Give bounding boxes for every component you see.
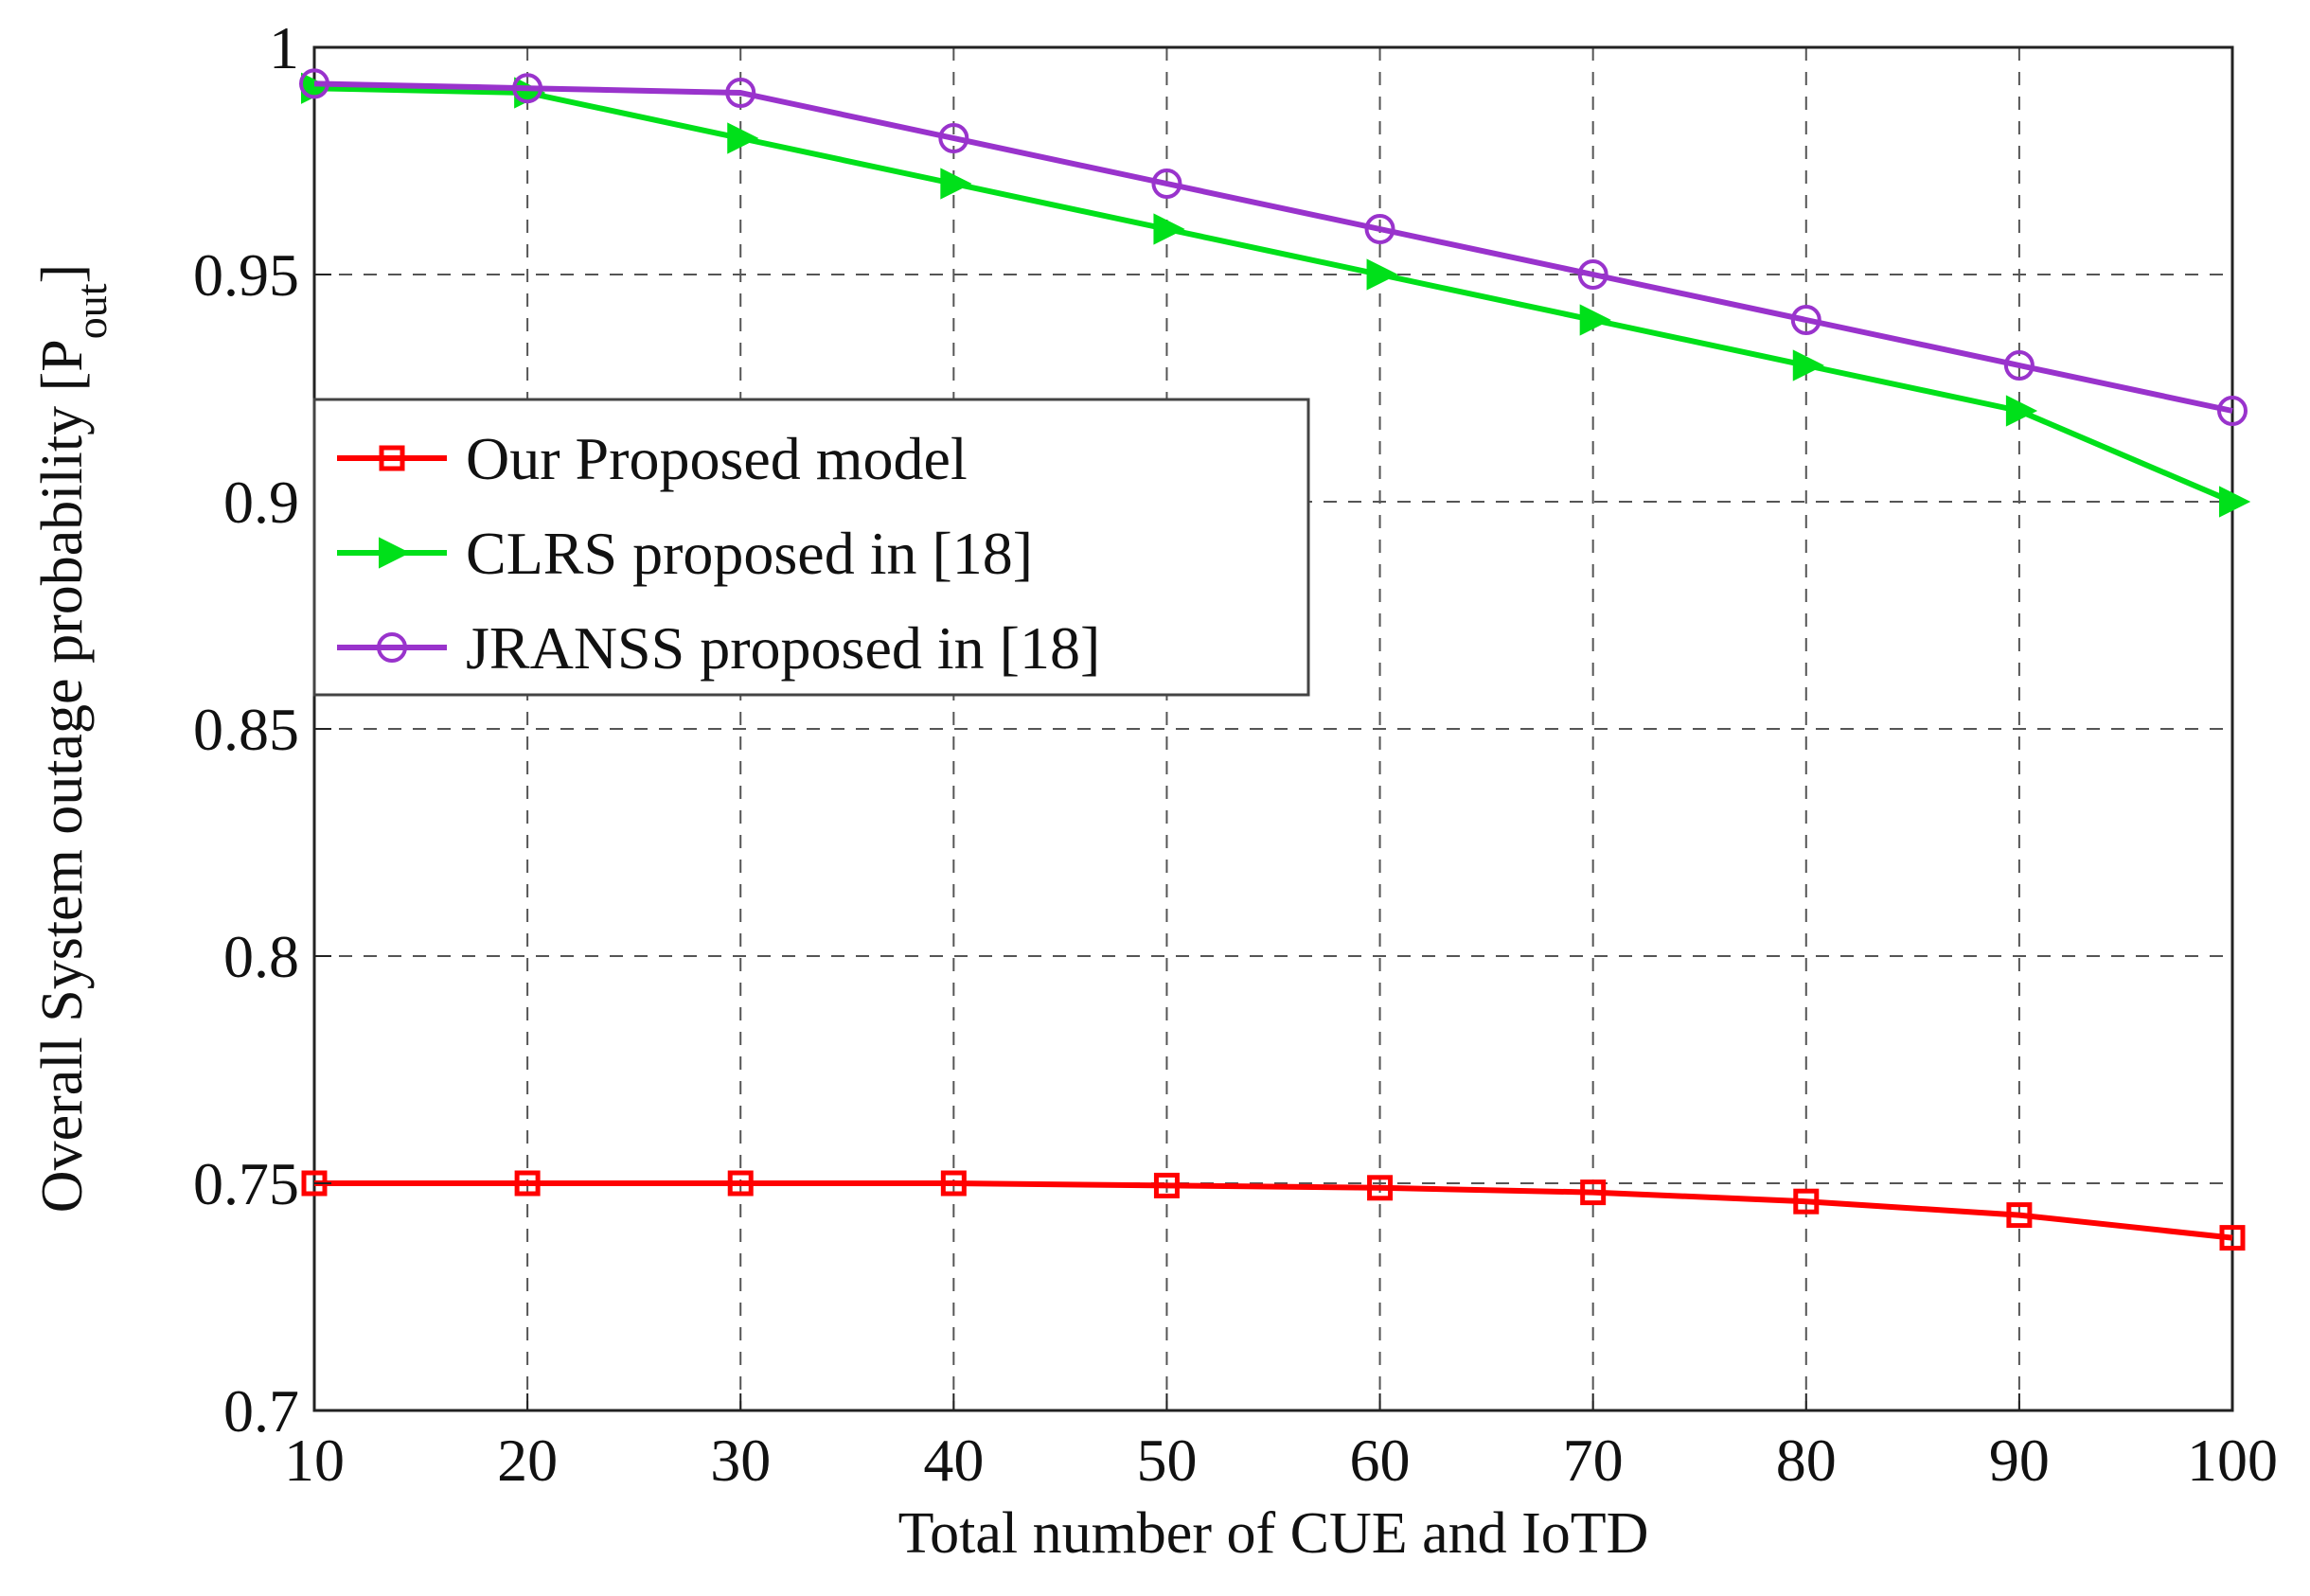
x-tick-label: 20 xyxy=(497,1427,558,1494)
y-tick-label: 0.85 xyxy=(193,696,299,763)
x-tick-label: 10 xyxy=(284,1427,345,1494)
data-point xyxy=(2003,350,2035,381)
data-point xyxy=(725,78,756,108)
legend-label: Our Proposed model xyxy=(466,425,968,492)
y-axis-label-main: Overall System outage probability [P xyxy=(30,339,95,1213)
data-point xyxy=(940,168,972,200)
x-tick-label: 100 xyxy=(2187,1427,2278,1494)
x-tick-label: 90 xyxy=(1989,1427,2050,1494)
data-point xyxy=(1151,168,1182,199)
series-layer xyxy=(299,68,2251,1251)
legend-marker xyxy=(377,632,407,663)
legend: Our Proposed model CLRS proposed in [18] J… xyxy=(312,398,1310,697)
y-tick-label: 1 xyxy=(269,14,299,81)
data-point xyxy=(299,68,329,99)
y-tick-label: 0.7 xyxy=(223,1377,299,1445)
data-point xyxy=(2219,1225,2246,1251)
data-point xyxy=(1153,1172,1180,1198)
legend-entry: JRANSS proposed in [18] xyxy=(337,614,1100,682)
data-point xyxy=(1364,214,1395,244)
legend-marker xyxy=(379,445,405,471)
x-tick-label: 40 xyxy=(923,1427,984,1494)
data-point xyxy=(1579,304,1611,336)
y-axis-label-subscript: out xyxy=(67,283,116,339)
series-line xyxy=(314,1180,2233,1241)
data-point xyxy=(938,123,969,153)
legend-label: JRANSS proposed in [18] xyxy=(466,614,1100,682)
data-point xyxy=(1577,259,1608,290)
data-point xyxy=(2219,486,2251,518)
data-point xyxy=(514,1170,541,1197)
y-axis-label: Overall System outage probability [Pout] xyxy=(30,264,116,1213)
data-point xyxy=(1153,213,1185,245)
data-point xyxy=(2217,396,2248,426)
data-point xyxy=(2005,395,2038,427)
x-tick-label: 70 xyxy=(1563,1427,1624,1494)
data-point xyxy=(727,122,759,154)
x-axis-label: Total number of CUE and IoTD xyxy=(898,1501,1649,1566)
y-tick-label: 0.9 xyxy=(223,469,299,536)
x-tick-label: 50 xyxy=(1136,1427,1197,1494)
legend-entry: CLRS proposed in [18] xyxy=(337,520,1033,587)
data-point xyxy=(1793,1188,1820,1215)
data-point xyxy=(1367,1175,1394,1201)
legend-box xyxy=(312,398,1310,697)
y-tick-label: 0.75 xyxy=(193,1150,299,1217)
data-point xyxy=(727,1170,754,1197)
legend-entry: Our Proposed model xyxy=(337,425,968,492)
data-point xyxy=(1580,1179,1607,1206)
data-point xyxy=(1792,349,1825,381)
data-point xyxy=(1366,258,1398,291)
data-point xyxy=(1790,305,1821,335)
x-tick-label: 60 xyxy=(1350,1427,1411,1494)
data-point xyxy=(512,73,543,104)
x-tick-label: 30 xyxy=(710,1427,771,1494)
legend-marker xyxy=(379,537,411,569)
y-axis-label-close: ] xyxy=(30,264,95,284)
legend-label: CLRS proposed in [18] xyxy=(466,520,1033,587)
data-point xyxy=(2006,1202,2033,1229)
data-point xyxy=(940,1170,967,1197)
series-3 xyxy=(299,68,2248,426)
series-line xyxy=(313,85,2234,505)
x-tick-label: 80 xyxy=(1776,1427,1837,1494)
tick-labels: 10 20 30 40 50 60 70 80 90 100 0.7 0.75 0.8 0.85 0.9 0.… xyxy=(193,14,2278,1494)
y-tick-label: 0.8 xyxy=(223,923,299,990)
y-tick-label: 0.95 xyxy=(193,241,299,309)
series-line xyxy=(313,80,2233,414)
